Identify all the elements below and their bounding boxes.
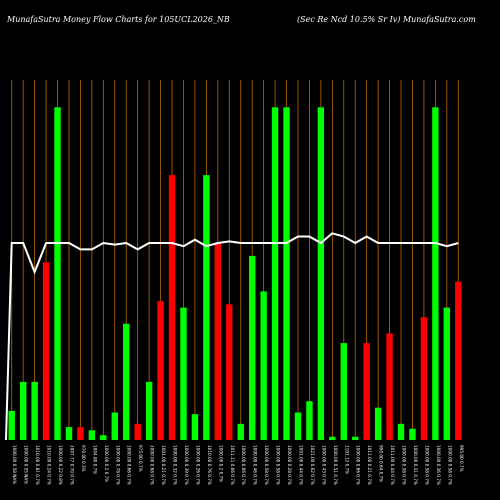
x-tick-label: 1000.00 0.58 NA% xyxy=(12,445,17,484)
bar xyxy=(237,423,244,440)
x-tick-label: 1000.00 0.46 0.7% xyxy=(253,445,258,485)
bar xyxy=(100,435,107,440)
x-tick-label: 1000.00 0.43 0.7% xyxy=(321,445,326,485)
x-tick-label: 1010.00 0.24 0.7% xyxy=(47,445,52,485)
chart-title-left: MunafaSutra Money Flow Charts for 105UCL… xyxy=(6,15,230,24)
x-tick-label: 1000.00 0.58 0.7% xyxy=(264,445,269,485)
bar xyxy=(455,281,462,440)
bar xyxy=(8,410,15,440)
x-tick-label: 1000.00 0.36 0.7% xyxy=(436,445,441,485)
x-tick-label: 1000.00 0.66 0.7% xyxy=(241,445,246,485)
x-tick-label: 1000.00 0.51 0.7% xyxy=(333,445,338,485)
x-tick-label: 970.00 0.3% xyxy=(81,445,86,472)
bar xyxy=(214,242,222,440)
bar xyxy=(157,301,164,440)
x-tick-label: 1011.00 0.44 0.7% xyxy=(390,445,395,485)
x-tick-label: 1000.00 0.32 0.7% xyxy=(173,445,178,485)
bar xyxy=(352,436,359,440)
bar xyxy=(363,343,370,440)
bar xyxy=(260,291,267,440)
x-tick-label: 1000.00 0.26 0.7% xyxy=(195,445,200,485)
x-tick-label: 1001.00 0.21 0.7% xyxy=(161,445,166,485)
x-tick-label: 1000.00 0.68 0.7% xyxy=(150,445,155,485)
x-tick-label: 975.00 0.7% xyxy=(138,445,143,472)
bar xyxy=(317,107,325,440)
x-tick-label: 1000.00 0.58 0.7% xyxy=(276,445,281,485)
x-tick-label: 1000.00 0.31 0.7% xyxy=(413,445,418,485)
bar-series xyxy=(8,107,462,440)
bar xyxy=(409,428,416,440)
x-tick-label: 1000.00 0.39 0.7% xyxy=(184,445,189,485)
bar xyxy=(203,175,210,440)
x-tick-label: 1007.77 0.70 0.7% xyxy=(69,445,74,485)
x-tick-label: 1021.00 0.62 0.7% xyxy=(310,445,315,485)
bar xyxy=(397,423,405,440)
x-tick-label: 1000.00 0.2 0.7% xyxy=(218,445,223,482)
x-tick-label: 1004.80 0.7% xyxy=(92,445,97,474)
bar xyxy=(432,107,439,440)
bar xyxy=(134,423,141,440)
x-tick-label: 1011.00 0.21 0.7% xyxy=(367,445,372,485)
bar xyxy=(88,430,96,440)
bar xyxy=(329,436,336,440)
bar xyxy=(271,107,279,440)
x-tick-label: 1000.00 0.58 0.7% xyxy=(424,445,429,485)
bar xyxy=(65,427,73,440)
x-tick-label: 1101.12 0.7% xyxy=(344,445,349,474)
money-flow-line xyxy=(5,232,459,441)
x-tick-label: 1000.00 0.58 0.7% xyxy=(447,445,452,485)
bar xyxy=(111,412,118,440)
bar xyxy=(54,107,61,440)
bar xyxy=(226,304,233,440)
bar xyxy=(145,381,153,440)
bar xyxy=(374,407,382,440)
x-tick-label: 1000.00 0.55 NA% xyxy=(24,445,29,484)
bar xyxy=(191,414,199,440)
x-tick-label: 995.00 0.7% xyxy=(459,445,464,472)
bar xyxy=(180,307,187,440)
bar xyxy=(31,381,38,440)
x-tick-label: 1001.00 0.44 0.7% xyxy=(298,445,303,485)
x-tick-label: 1000.00 0.22 0.8% xyxy=(58,445,63,485)
bar xyxy=(386,333,393,440)
bar xyxy=(42,262,50,440)
x-tick-label: 1000.00 0.58 0.7% xyxy=(402,445,407,485)
x-tick-label: 1000.00 0.66 0.7% xyxy=(356,445,361,485)
x-tick-label: 1000.00 0.2 0.7% xyxy=(104,445,109,482)
bar xyxy=(420,317,428,440)
x-tick-label: 1010.00 0.81 0.7% xyxy=(35,445,40,485)
bar xyxy=(294,412,302,440)
bar xyxy=(306,401,313,440)
x-tick-label: 1000.00 0.78 0.7% xyxy=(115,445,120,485)
bar xyxy=(340,343,347,440)
x-axis-labels: 1000.00 0.58 NA% 1000.00 0.55 NA% 1010.00 … xyxy=(12,445,464,485)
bar xyxy=(168,175,176,440)
bar xyxy=(19,381,27,440)
bar xyxy=(443,307,451,440)
chart-title-right: (Sec Re Ncd 10.5% Sr Iv) MunafaSutra.com xyxy=(297,15,476,24)
bar xyxy=(283,107,290,440)
x-tick-label: 1010.00 0.76 0.7% xyxy=(207,445,212,485)
bar xyxy=(77,427,84,440)
bar xyxy=(248,255,256,440)
x-tick-label: 1000.00 0.28 0.7% xyxy=(287,445,292,485)
bar xyxy=(123,323,130,440)
x-tick-label: 990.00 0.64 0.7% xyxy=(379,445,384,482)
x-tick-label: 1011.11 0.66 0.7% xyxy=(230,445,235,485)
x-tick-label: 1000.00 0.66 0.7% xyxy=(127,445,132,485)
